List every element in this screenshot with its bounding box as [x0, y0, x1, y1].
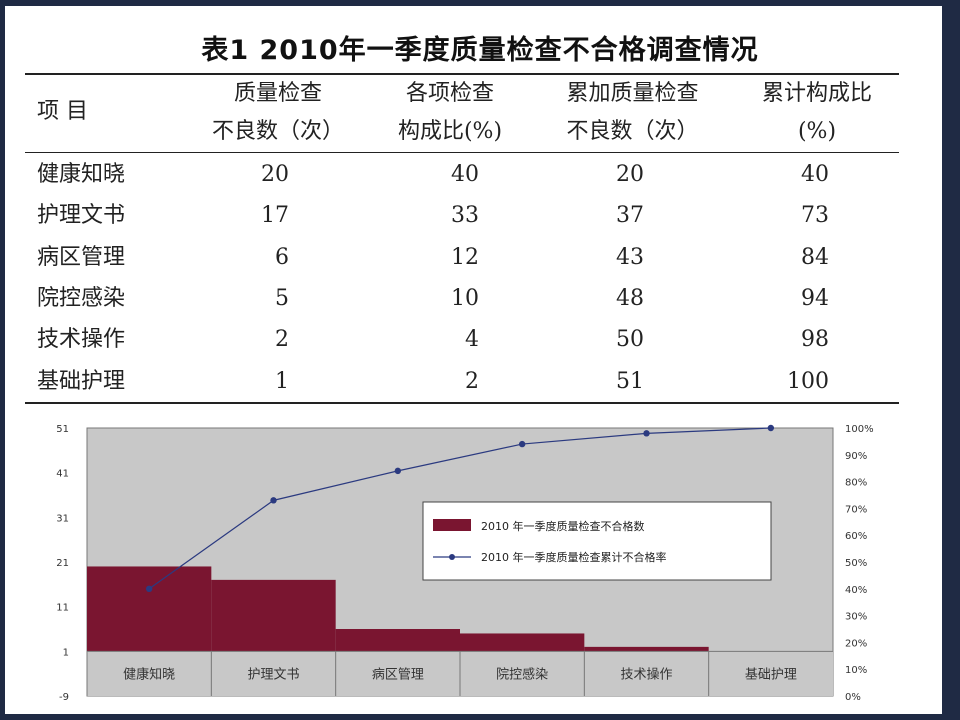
cell-cum-ratio: 98 — [801, 327, 829, 353]
legend-line-marker — [449, 554, 455, 560]
table-row: 病区管理 6 12 43 84 — [25, 237, 899, 278]
y-right-tick-label: 20% — [845, 638, 867, 649]
table-row: 技术操作 2 4 50 98 — [25, 319, 899, 360]
y-left-tick-label: -9 — [59, 692, 69, 703]
y-right-tick-label: 10% — [845, 665, 867, 676]
header-ratio-line2: 构成比(%) — [397, 119, 503, 144]
cell-cum-count: 20 — [616, 162, 644, 187]
legend-bar-swatch — [433, 519, 471, 531]
bar — [211, 579, 336, 652]
pareto-chart: 健康知晓 护理文书 病区管理 院控感染 技术操作 基础护理 -9 1 11 21 31 41 51 0% 1… — [25, 416, 899, 716]
cell-item: 院控感染 — [37, 285, 126, 311]
cell-count: 6 — [275, 244, 289, 270]
x-tick-label: 健康知晓 — [123, 667, 175, 683]
cell-item: 健康知晓 — [37, 162, 126, 187]
cell-ratio: 4 — [465, 327, 479, 353]
x-tick-label: 技术操作 — [620, 667, 672, 683]
y-right-tick-label: 50% — [845, 558, 867, 569]
y-left-tick-label: 21 — [56, 558, 69, 569]
cell-cum-ratio: 40 — [801, 162, 829, 187]
cumulative-point — [518, 440, 526, 448]
table-header-rule — [25, 152, 899, 153]
cell-ratio: 40 — [451, 162, 479, 187]
bar — [584, 646, 709, 652]
right-stripe — [942, 0, 960, 720]
cell-ratio: 10 — [451, 285, 479, 311]
legend-bar-label: 2010 年一季度质量检查不合格数 — [481, 519, 645, 533]
y-right-tick-label: 100% — [845, 424, 874, 435]
bar — [335, 629, 460, 652]
cumulative-point — [767, 424, 775, 432]
bar — [460, 633, 585, 652]
cell-cum-count: 43 — [616, 244, 644, 270]
table-row: 护理文书 17 33 37 73 — [25, 195, 899, 236]
header-item: 项 目 — [37, 99, 88, 124]
cell-ratio: 33 — [451, 203, 479, 229]
header-cum-ratio-line1: 累计构成比 — [761, 81, 872, 106]
cell-count: 20 — [261, 162, 289, 187]
legend-line-label: 2010 年一季度质量检查累计不合格率 — [481, 550, 667, 564]
table-row: 健康知晓 20 40 20 40 — [25, 154, 899, 195]
y-right-tick-label: 80% — [845, 478, 867, 489]
y-left-tick-label: 41 — [56, 469, 69, 480]
cell-count: 5 — [275, 285, 289, 311]
cell-cum-ratio: 94 — [801, 285, 829, 311]
y-right-tick-label: 30% — [845, 612, 867, 623]
legend-box — [422, 501, 772, 581]
header-count-line2: 不良数（次） — [211, 119, 344, 144]
cell-cum-ratio: 73 — [801, 203, 829, 229]
chart-svg: 健康知晓 护理文书 病区管理 院控感染 技术操作 基础护理-9111213141510%1… — [56, 424, 874, 703]
x-tick-label: 病区管理 — [372, 668, 424, 683]
y-right-tick-label: 90% — [845, 451, 867, 462]
header-cum-count-line2: 不良数（次） — [566, 119, 699, 144]
cumulative-point — [270, 497, 277, 504]
cumulative-line — [148, 427, 771, 590]
header-count-line1: 质量检查 — [233, 81, 322, 106]
header-cum-count-line1: 累加质量检查 — [566, 81, 699, 106]
cell-cum-count: 37 — [616, 203, 644, 229]
header-cum-ratio-line2: (%) — [797, 119, 837, 144]
y-left-tick-label: 31 — [56, 513, 69, 524]
table-title: 表1 2010年一季度质量检查不合格调查情况 — [201, 35, 759, 66]
cell-cum-ratio: 84 — [801, 244, 829, 270]
cell-item: 护理文书 — [37, 203, 126, 229]
cell-cum-ratio: 100 — [787, 368, 829, 394]
cell-item: 病区管理 — [37, 244, 126, 270]
y-left-tick-label: 51 — [56, 424, 69, 435]
x-tick-label: 基础护理 — [745, 668, 797, 683]
y-right-tick-label: 40% — [845, 585, 867, 596]
cell-count: 17 — [261, 203, 289, 229]
cell-item: 基础护理 — [37, 368, 126, 394]
cell-cum-count: 48 — [616, 285, 644, 311]
cell-count: 1 — [275, 368, 289, 394]
table-bottom-rule — [25, 402, 899, 404]
cumulative-point — [643, 430, 650, 437]
cell-ratio: 2 — [465, 368, 479, 394]
cell-ratio: 12 — [451, 244, 479, 270]
cell-cum-count: 50 — [616, 327, 644, 353]
table-row: 院控感染 5 10 48 94 — [25, 278, 899, 319]
y-right-tick-label: 70% — [845, 504, 867, 515]
bar — [87, 566, 212, 652]
y-left-tick-label: 1 — [63, 647, 69, 658]
header-ratio-line1: 各项检查 — [405, 81, 494, 106]
y-left-tick-label: 11 — [56, 603, 69, 614]
table-row: 基础护理 1 2 51 100 — [25, 361, 899, 402]
cell-item: 技术操作 — [37, 327, 126, 353]
x-tick-label: 院控感染 — [496, 667, 548, 683]
x-tick-label: 护理文书 — [247, 668, 299, 683]
table-top-rule — [25, 73, 899, 75]
cumulative-point — [145, 585, 153, 592]
cumulative-point — [394, 467, 402, 475]
y-right-tick-label: 0% — [845, 692, 861, 703]
cell-count: 2 — [275, 327, 289, 353]
cell-cum-count: 51 — [616, 368, 644, 394]
slide: 表1 2010年一季度质量检查不合格调查情况 项 目 质量检查 不良数（次） 各… — [5, 6, 945, 714]
y-right-tick-label: 60% — [845, 531, 867, 542]
